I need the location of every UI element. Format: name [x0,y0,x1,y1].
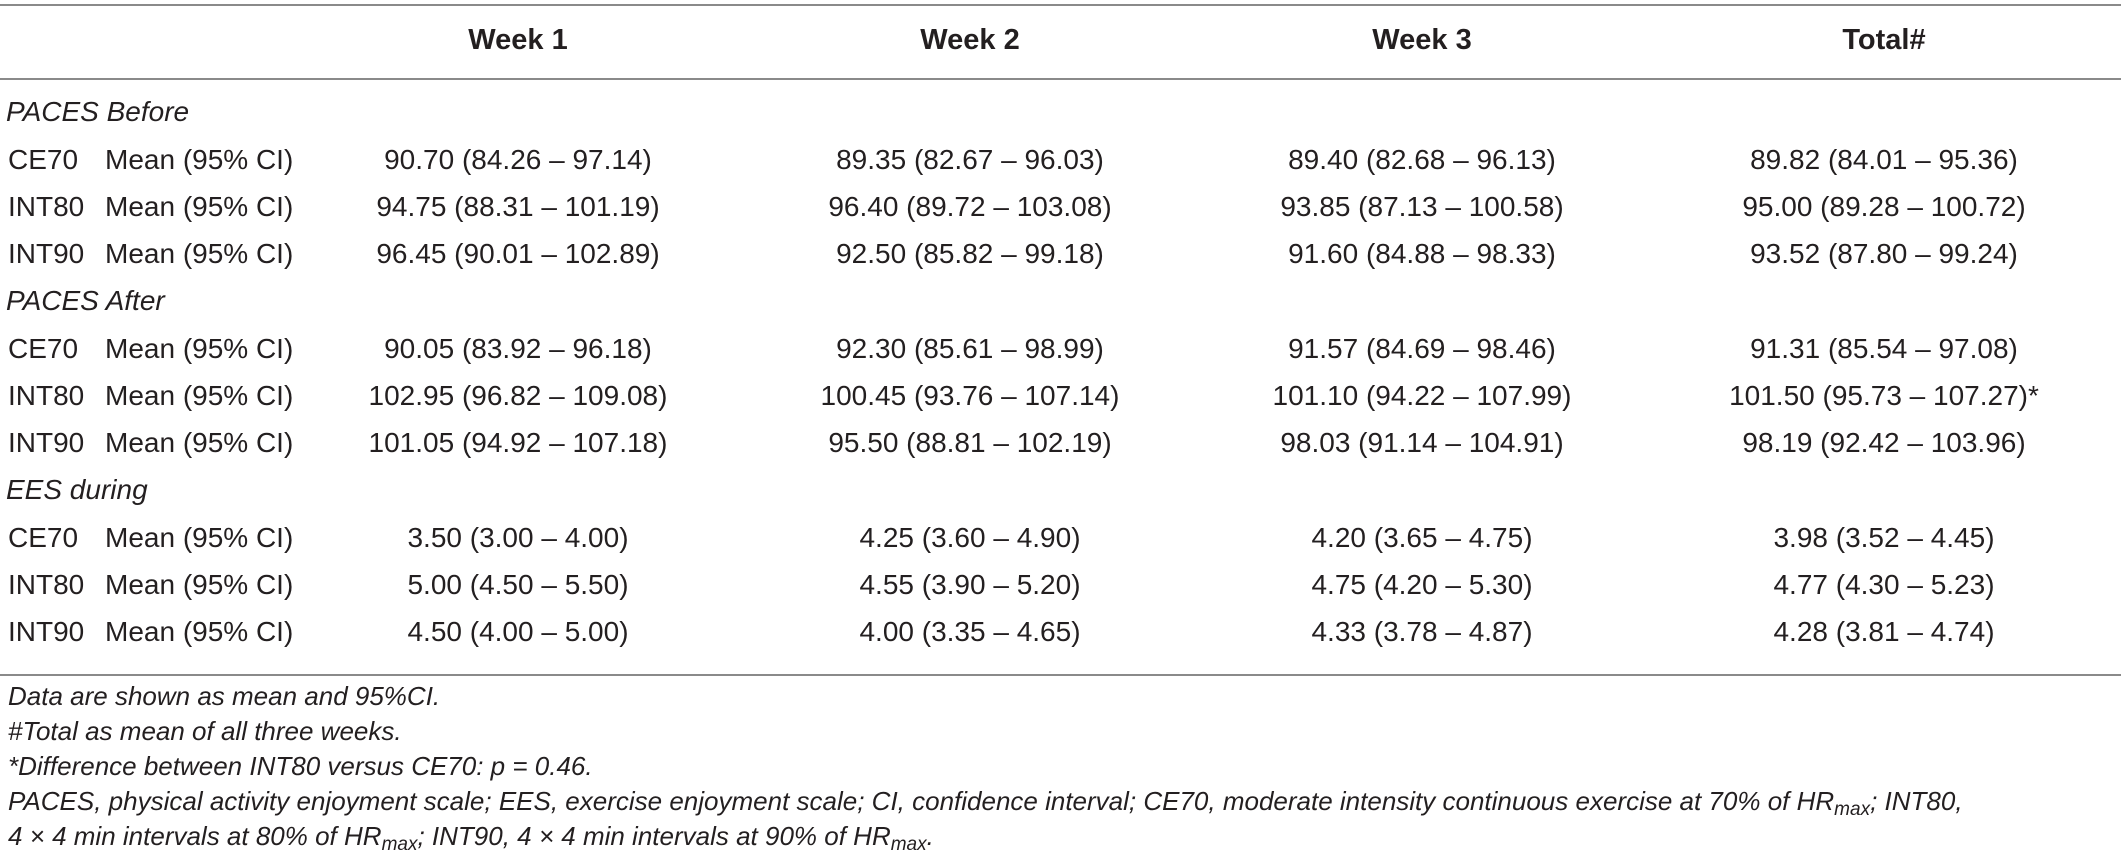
header-week1: Week 1 [468,24,568,56]
cell-total: 4.77 (4.30 – 5.23) [1773,569,1995,600]
header-week3: Week 3 [1372,24,1472,56]
header-week2: Week 2 [920,24,1020,56]
row-stat: Mean (95% CI) [105,522,294,553]
row-group: CE70 [8,144,79,175]
cell-week1: 90.70 (84.26 – 97.14) [384,144,652,175]
cell-week2: 4.55 (3.90 – 5.20) [859,569,1081,600]
cell-week3: 93.85 (87.13 – 100.58) [1280,191,1564,222]
footnote-abbrev-text-2: ; INT80, [1870,786,1963,816]
cell-week2: 89.35 (82.67 – 96.03) [836,144,1104,175]
cell-week3: 4.33 (3.78 – 4.87) [1311,616,1533,647]
footnote-abbrev-text-3: 4 × 4 min intervals at 80% of HR [8,821,382,851]
row-stat: Mean (95% CI) [105,427,294,458]
table-row: INT80 Mean (95% CI) 102.95 (96.82 – 109.… [0,372,2121,419]
cell-week2: 96.40 (89.72 – 103.08) [828,191,1112,222]
row-stat: Mean (95% CI) [105,616,294,647]
cell-week1: 94.75 (88.31 – 101.19) [376,191,660,222]
table-top-rule [0,4,2121,6]
subscript-max: max [381,834,418,855]
footnote-abbreviations: PACES, physical activity enjoyment scale… [8,784,2113,819]
row-group: INT90 [8,427,85,458]
table-row: INT80 Mean (95% CI) 5.00 (4.50 – 5.50) 4… [0,561,2121,608]
cell-week1: 101.05 (94.92 – 107.18) [368,427,668,458]
cell-week2: 92.50 (85.82 – 99.18) [836,238,1104,269]
cell-week1: 3.50 (3.00 – 4.00) [407,522,629,553]
row-stat: Mean (95% CI) [105,569,294,600]
cell-week3: 89.40 (82.68 – 96.13) [1288,144,1556,175]
cell-total: 4.28 (3.81 – 4.74) [1773,616,1995,647]
cell-week2: 4.00 (3.35 – 4.65) [859,616,1081,647]
row-group: INT90 [8,616,85,647]
cell-week1: 102.95 (96.82 – 109.08) [368,380,668,411]
footnote-abbrev-text-1: PACES, physical activity enjoyment scale… [8,786,1835,816]
row-stat: Mean (95% CI) [105,333,294,364]
cell-total: 95.00 (89.28 – 100.72) [1742,191,2026,222]
row-group: INT80 [8,191,85,222]
subscript-max: max [1834,799,1871,820]
footnote-abbreviations-cont: 4 × 4 min intervals at 80% of HRmax; INT… [8,819,2113,854]
row-group: INT80 [8,569,85,600]
section-title-ees-during: EES during [6,474,148,505]
cell-week3: 91.60 (84.88 – 98.33) [1288,238,1556,269]
row-group: CE70 [8,333,79,364]
footnote-data-shown: Data are shown as mean and 95%CI. [8,681,441,711]
row-group: INT90 [8,238,85,269]
table-row: CE70 Mean (95% CI) 90.70 (84.26 – 97.14)… [0,136,2121,183]
cell-week2: 95.50 (88.81 – 102.19) [828,427,1112,458]
footnote-total: #Total as mean of all three weeks. [8,716,402,746]
cell-week3: 101.10 (94.22 – 107.99) [1272,380,1572,411]
header-total: Total# [1842,24,1926,56]
header-rule [0,78,2121,80]
table-row: CE70 Mean (95% CI) 3.50 (3.00 – 4.00) 4.… [0,514,2121,561]
section-title-paces-after: PACES After [6,285,165,316]
cell-week3: 4.20 (3.65 – 4.75) [1311,522,1533,553]
cell-total: 101.50 (95.73 – 107.27)* [1729,380,2039,411]
cell-week2: 4.25 (3.60 – 4.90) [859,522,1081,553]
subscript-max: max [890,834,927,855]
cell-week3: 4.75 (4.20 – 5.30) [1311,569,1533,600]
cell-week1: 90.05 (83.92 – 96.18) [384,333,652,364]
cell-week2: 100.45 (93.76 – 107.14) [820,380,1120,411]
cell-week3: 98.03 (91.14 – 104.91) [1280,427,1564,458]
cell-total: 3.98 (3.52 – 4.45) [1773,522,1995,553]
footnote-difference: *Difference between INT80 versus CE70: p… [8,751,593,781]
row-group: CE70 [8,522,79,553]
cell-total: 91.31 (85.54 – 97.08) [1750,333,2018,364]
section-title-paces-before: PACES Before [6,96,190,127]
row-stat: Mean (95% CI) [105,380,294,411]
table-bottom-rule [0,674,2121,676]
cell-week2: 92.30 (85.61 – 98.99) [836,333,1104,364]
table-row: INT90 Mean (95% CI) 101.05 (94.92 – 107.… [0,419,2121,466]
cell-week3: 91.57 (84.69 – 98.46) [1288,333,1556,364]
row-group: INT80 [8,380,85,411]
table-row: INT80 Mean (95% CI) 94.75 (88.31 – 101.1… [0,183,2121,230]
row-stat: Mean (95% CI) [105,191,294,222]
cell-total: 93.52 (87.80 – 99.24) [1750,238,2018,269]
row-stat: Mean (95% CI) [105,144,294,175]
table-row: CE70 Mean (95% CI) 90.05 (83.92 – 96.18)… [0,325,2121,372]
table-row: INT90 Mean (95% CI) 4.50 (4.00 – 5.00) 4… [0,608,2121,655]
footnote-abbrev-text-4: ; INT90, 4 × 4 min intervals at 90% of H… [417,821,891,851]
row-stat: Mean (95% CI) [105,238,294,269]
table-row: INT90 Mean (95% CI) 96.45 (90.01 – 102.8… [0,230,2121,277]
cell-week1: 96.45 (90.01 – 102.89) [376,238,660,269]
cell-week1: 4.50 (4.00 – 5.00) [407,616,629,647]
cell-week1: 5.00 (4.50 – 5.50) [407,569,629,600]
cell-total: 98.19 (92.42 – 103.96) [1742,427,2026,458]
footnote-abbrev-text-5: . [926,821,934,851]
table-footnotes: Data are shown as mean and 95%CI. #Total… [8,679,2113,854]
cell-total: 89.82 (84.01 – 95.36) [1750,144,2018,175]
